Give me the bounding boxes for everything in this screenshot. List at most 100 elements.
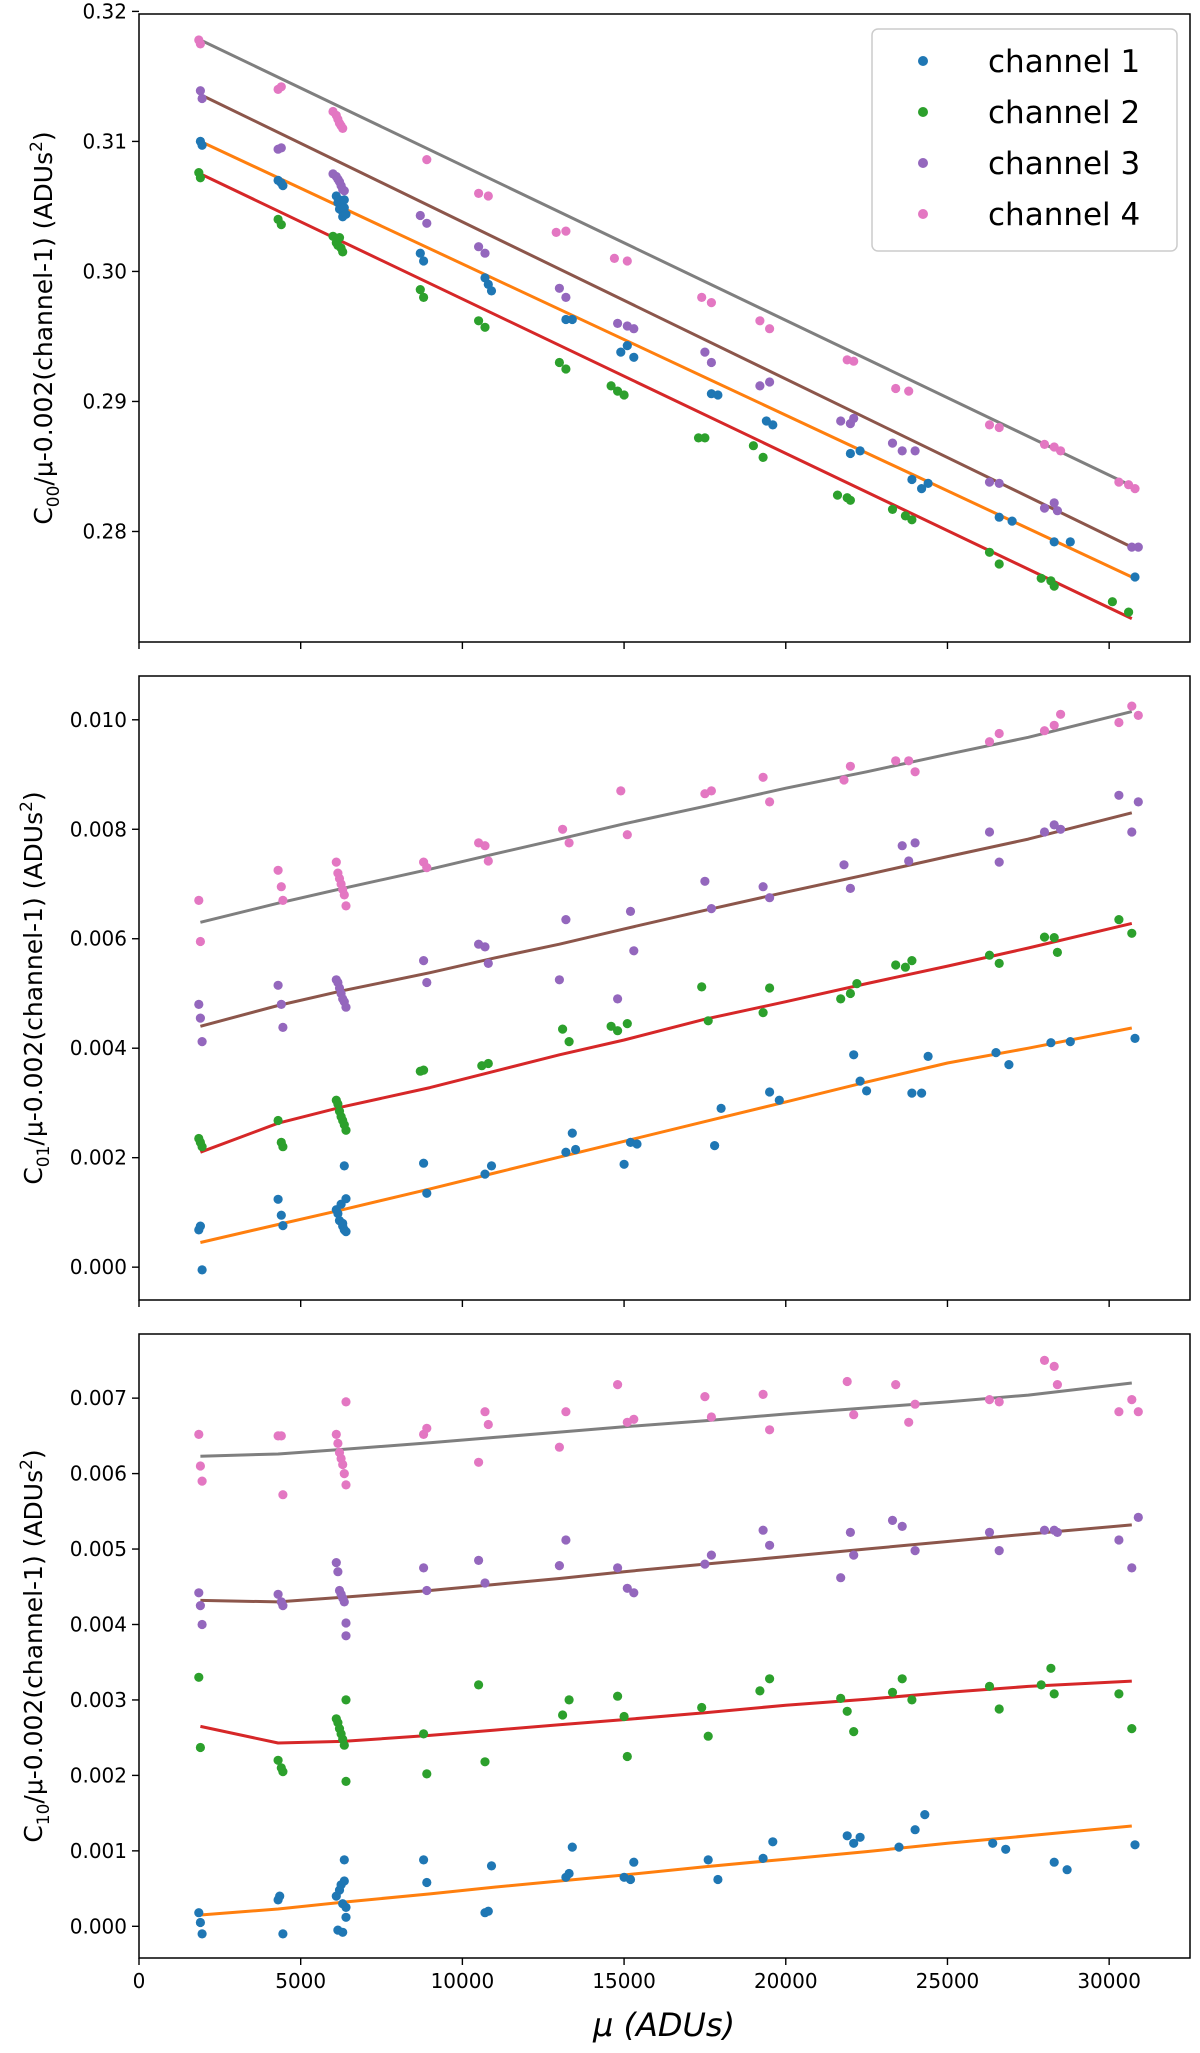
data-point-channel-3: [904, 856, 914, 866]
data-point-channel-1: [419, 1855, 429, 1865]
data-point-channel-3: [554, 975, 565, 985]
x-tick-label: 0: [133, 1969, 146, 1993]
data-point-channel-4: [194, 1429, 204, 1439]
data-point-channel-3: [836, 1573, 846, 1583]
data-point-channel-2: [845, 495, 856, 505]
data-point-channel-1: [486, 1861, 497, 1871]
data-point-channel-2: [622, 1019, 632, 1029]
panel-c01-ylabel: C01/μ-0.002(channel-1) (ADUs2): [17, 791, 54, 1184]
data-point-channel-2: [1049, 1689, 1059, 1699]
data-point-channel-4: [561, 226, 571, 236]
data-point-channel-1: [713, 1874, 723, 1885]
data-point-channel-3: [1039, 503, 1050, 513]
legend-label-channel-3: channel 3: [988, 146, 1140, 182]
data-point-channel-2: [1036, 1680, 1046, 1690]
data-point-channel-3: [984, 827, 995, 837]
data-point-channel-4: [1039, 726, 1050, 736]
data-point-channel-4: [195, 39, 205, 49]
data-point-channel-3: [910, 838, 920, 848]
data-point-channel-3: [706, 1550, 717, 1560]
data-point-channel-3: [700, 876, 710, 886]
data-point-channel-2: [887, 1687, 898, 1697]
data-point-channel-1: [855, 446, 865, 456]
data-point-channel-2: [341, 1776, 351, 1786]
data-point-channel-3: [887, 438, 898, 448]
data-point-channel-1: [629, 1857, 639, 1867]
data-point-channel-2: [1127, 1724, 1137, 1734]
data-point-channel-2: [703, 1731, 713, 1741]
y-tick-label: 0.006: [70, 1462, 127, 1486]
data-point-channel-2: [474, 316, 484, 326]
y-tick-label: 0.010: [70, 708, 127, 732]
data-point-channel-4: [276, 82, 286, 92]
data-point-channel-1: [197, 140, 207, 150]
data-point-channel-2: [278, 1142, 288, 1152]
data-point-channel-3: [1049, 498, 1059, 508]
x-axis-label: μ (ADUs): [592, 2006, 735, 2044]
data-point-channel-1: [483, 1906, 493, 1916]
data-point-channel-4: [1056, 446, 1066, 456]
data-point-channel-1: [768, 1837, 778, 1847]
data-point-channel-3: [765, 377, 775, 387]
data-point-channel-3: [755, 381, 765, 391]
data-point-channel-4: [758, 1389, 768, 1399]
data-point-channel-1: [278, 1221, 288, 1231]
data-point-channel-1: [1065, 537, 1075, 547]
data-point-channel-2: [1124, 607, 1134, 617]
data-point-channel-2: [748, 441, 759, 451]
data-point-channel-1: [195, 1917, 205, 1928]
data-point-channel-4: [483, 191, 493, 201]
data-point-channel-2: [195, 173, 205, 183]
data-point-channel-4: [845, 761, 856, 771]
data-point-channel-1: [625, 1874, 636, 1885]
data-point-channel-4: [706, 298, 717, 308]
data-point-channel-3: [331, 1558, 341, 1568]
data-point-channel-1: [195, 1221, 205, 1231]
data-point-channel-1: [849, 1838, 859, 1848]
data-point-channel-1: [923, 478, 933, 488]
data-point-channel-4: [422, 1423, 432, 1433]
data-point-channel-4: [1127, 701, 1137, 711]
data-point-channel-3: [480, 248, 490, 258]
data-point-channel-4: [622, 830, 632, 840]
data-point-channel-4: [195, 1461, 205, 1471]
x-tick-label: 15000: [592, 1969, 656, 1993]
data-point-channel-4: [197, 1476, 207, 1486]
x-tick-label: 30000: [1077, 1969, 1141, 1993]
data-point-channel-1: [1130, 572, 1140, 582]
y-tick-label: 0.004: [70, 1612, 127, 1636]
data-point-channel-3: [197, 1037, 207, 1047]
data-point-channel-2: [693, 433, 704, 443]
legend-label-channel-4: channel 4: [988, 197, 1140, 233]
data-point-channel-2: [1127, 928, 1137, 938]
data-point-channel-3: [1114, 790, 1124, 800]
data-point-channel-2: [907, 1695, 917, 1705]
data-point-channel-3: [984, 1527, 995, 1537]
data-point-channel-2: [1052, 947, 1062, 958]
data-point-channel-2: [564, 1695, 574, 1705]
data-point-channel-1: [910, 1825, 920, 1835]
data-point-channel-3: [887, 1515, 898, 1525]
data-point-channel-4: [765, 1425, 775, 1435]
data-point-channel-2: [832, 490, 843, 500]
data-point-channel-2: [273, 1755, 283, 1765]
data-point-channel-1: [338, 1927, 348, 1937]
data-point-channel-2: [1107, 597, 1117, 607]
data-point-channel-3: [276, 999, 286, 1010]
data-point-channel-1: [1130, 1840, 1140, 1850]
data-point-channel-1: [415, 248, 425, 258]
data-point-channel-4: [629, 1414, 639, 1424]
data-point-channel-3: [483, 958, 493, 969]
data-point-channel-3: [1039, 1525, 1050, 1535]
data-point-channel-3: [845, 883, 856, 894]
data-point-channel-4: [697, 292, 707, 302]
data-point-channel-4: [474, 188, 484, 198]
data-point-channel-3: [554, 1561, 565, 1571]
data-point-channel-4: [278, 895, 288, 906]
data-point-channel-1: [994, 512, 1004, 522]
data-point-channel-2: [339, 1740, 349, 1750]
data-point-channel-4: [755, 316, 765, 326]
data-point-channel-3: [910, 1546, 920, 1556]
data-point-channel-3: [333, 1567, 343, 1577]
data-point-channel-2: [606, 1021, 616, 1031]
